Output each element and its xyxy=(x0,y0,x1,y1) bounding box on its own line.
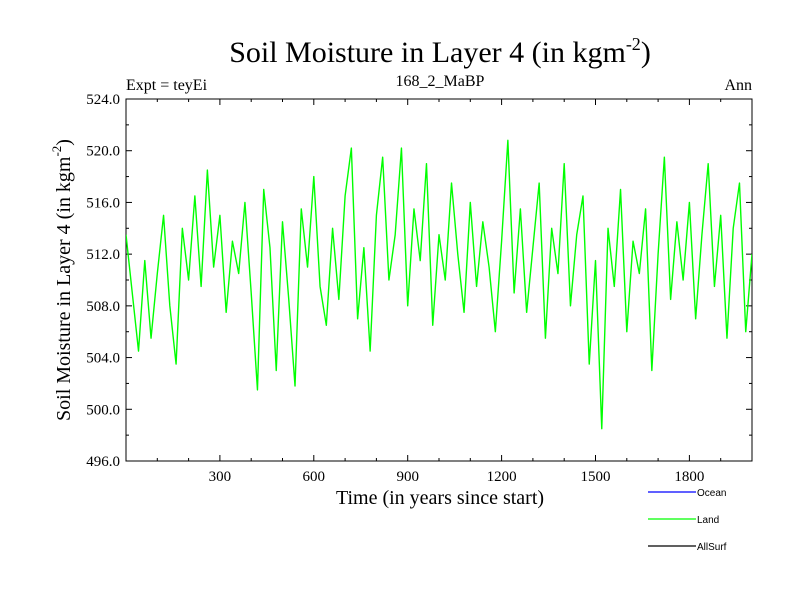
legend-label-ocean: Ocean xyxy=(697,488,726,499)
x-tick-label: 300 xyxy=(209,469,232,485)
legend-label-allsurf: AllSurf xyxy=(697,542,727,553)
x-axis-label: Time (in years since start) xyxy=(336,487,544,509)
y-tick-label: 500.0 xyxy=(86,402,120,418)
x-tick-label: 900 xyxy=(396,469,419,485)
y-tick-label: 516.0 xyxy=(86,195,120,211)
y-tick-label: 508.0 xyxy=(86,299,120,315)
y-tick-label: 524.0 xyxy=(86,92,120,108)
legend: Ocean Land AllSurf xyxy=(648,488,727,553)
y-tick-label: 512.0 xyxy=(86,247,120,263)
experiment-label: Expt = teyEi xyxy=(126,77,208,94)
x-tick-label: 1500 xyxy=(581,469,611,485)
y-axis-label: Soil Moisture in Layer 4 (in kgm-2) xyxy=(49,139,75,421)
y-tick-label: 504.0 xyxy=(86,351,120,367)
x-tick-label: 1800 xyxy=(674,469,704,485)
y-tick-label: 520.0 xyxy=(86,144,120,160)
x-axis: 300 600 900 1200 1500 1800 xyxy=(156,99,722,485)
season-label: Ann xyxy=(724,77,752,94)
series-line-land xyxy=(126,139,752,430)
plot-area xyxy=(126,139,752,430)
chart-title: Soil Moisture in Layer 4 (in kgm-2) xyxy=(229,34,651,69)
x-tick-label: 1200 xyxy=(487,469,517,485)
y-tick-label: 496.0 xyxy=(86,454,120,470)
y-axis: 496.0 500.0 504.0 508.0 512.0 516.0 520.0 524.0 xyxy=(86,92,752,470)
period-label: 168_2_MaBP xyxy=(396,73,485,90)
legend-label-land: Land xyxy=(697,515,719,526)
plot-frame xyxy=(125,98,753,462)
x-tick-label: 600 xyxy=(303,469,326,485)
